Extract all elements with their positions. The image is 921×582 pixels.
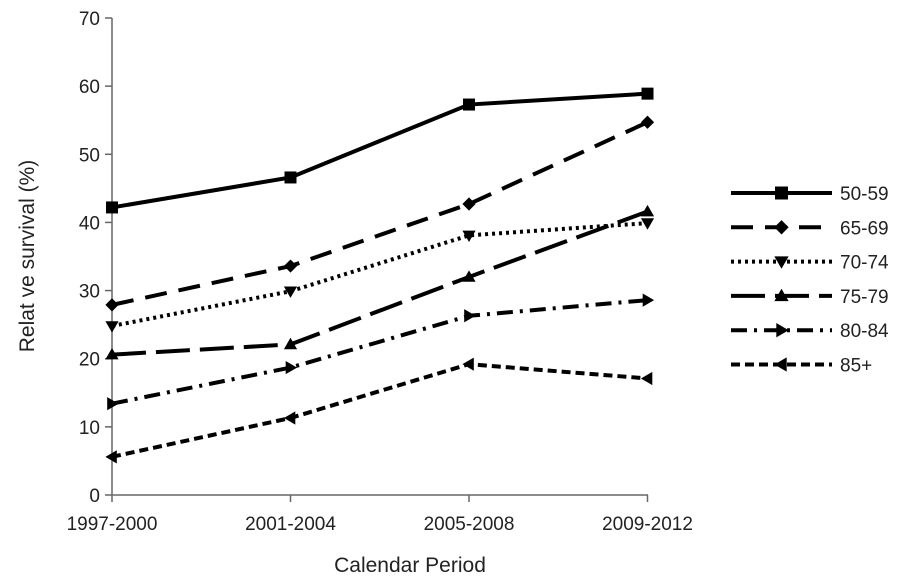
data-point xyxy=(283,286,298,298)
legend-label: 70-74 xyxy=(840,253,889,274)
data-point xyxy=(283,259,298,273)
series-50-59 xyxy=(106,87,654,214)
series-75-79 xyxy=(105,204,655,360)
y-axis-title: Relat ve survival (%) xyxy=(16,160,39,353)
data-point xyxy=(283,411,296,425)
data-point xyxy=(462,357,474,371)
legend-entry: 70-74 xyxy=(731,253,889,274)
data-point xyxy=(283,337,298,350)
legend-marker xyxy=(776,323,789,338)
data-point xyxy=(105,298,119,312)
data-point xyxy=(105,321,119,333)
y-tick-label: 70 xyxy=(79,9,100,30)
x-ticks: 1997-2000 2001-2004 2005-2008 2009-2012 xyxy=(67,495,693,535)
legend-label: 50-59 xyxy=(840,184,889,205)
series-line xyxy=(111,209,649,357)
series-80-84 xyxy=(107,293,655,411)
data-point xyxy=(105,348,119,360)
data-point xyxy=(642,293,655,307)
series-layer xyxy=(105,87,655,464)
series-line xyxy=(111,221,648,328)
data-point xyxy=(462,230,476,242)
y-tick-label: 40 xyxy=(79,213,100,234)
legend-entry: 65-69 xyxy=(731,218,889,239)
x-tick-label: 2005-2008 xyxy=(424,514,515,535)
legend-entry: 75-79 xyxy=(731,287,889,308)
data-point xyxy=(463,98,475,111)
legend-label: 65-69 xyxy=(840,218,889,239)
y-ticks: 0 10 20 30 40 50 60 70 xyxy=(79,9,112,507)
data-point xyxy=(285,360,298,375)
legend-marker xyxy=(774,288,789,302)
axes xyxy=(111,18,648,496)
legend-marker xyxy=(774,220,789,235)
data-point xyxy=(640,218,655,230)
legend-entry: 50-59 xyxy=(731,184,889,205)
x-tick-label: 1997-2000 xyxy=(67,514,158,535)
series-65-69 xyxy=(105,115,655,312)
legend-marker xyxy=(774,256,789,269)
y-tick-label: 50 xyxy=(79,145,100,166)
x-tick-label: 2009-2012 xyxy=(602,514,693,535)
series-line xyxy=(111,298,648,406)
data-point xyxy=(641,87,654,100)
series-line xyxy=(111,91,648,210)
legend-marker xyxy=(775,186,788,200)
y-tick-label: 60 xyxy=(79,77,100,98)
y-tick-label: 0 xyxy=(89,486,100,507)
y-tick-label: 10 xyxy=(79,418,100,439)
x-tick-label: 2001-2004 xyxy=(245,514,336,535)
data-point xyxy=(640,371,653,386)
legend-entry: 80-84 xyxy=(731,321,889,342)
legend: 50-59 65-69 70-74 75-79 80-84 85+ xyxy=(731,184,889,377)
legend-label: 85+ xyxy=(840,356,872,377)
series-70-74 xyxy=(105,218,655,333)
data-point xyxy=(464,309,476,323)
series-line xyxy=(111,120,649,307)
data-point xyxy=(640,115,655,129)
y-tick-label: 20 xyxy=(79,350,100,371)
data-point xyxy=(105,450,117,464)
legend-marker xyxy=(774,357,787,372)
data-point xyxy=(462,197,476,211)
series-85+ xyxy=(105,357,653,464)
legend-label: 80-84 xyxy=(840,321,889,342)
data-point xyxy=(106,201,118,214)
data-point xyxy=(284,171,297,184)
data-point xyxy=(107,397,119,411)
data-point xyxy=(640,204,655,217)
data-point xyxy=(462,270,476,282)
y-tick-label: 30 xyxy=(79,282,100,303)
x-axis-title: Calendar Period xyxy=(334,554,486,577)
legend-entry: 85+ xyxy=(731,356,872,377)
series-line xyxy=(111,362,648,459)
legend-label: 75-79 xyxy=(840,287,889,308)
